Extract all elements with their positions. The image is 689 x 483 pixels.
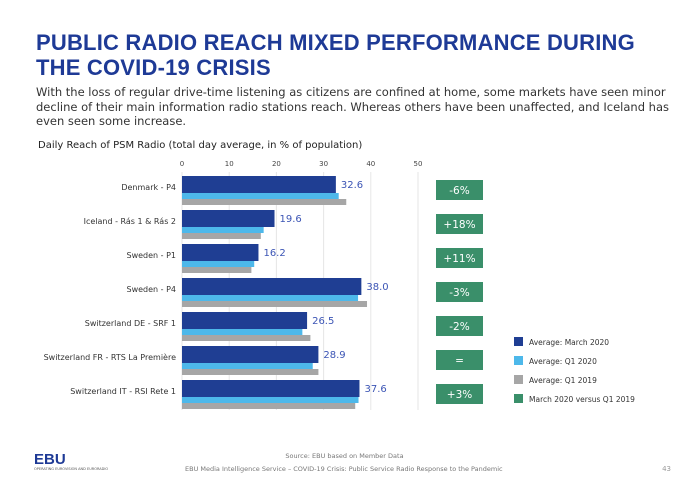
- logo-word: EBU: [34, 451, 66, 468]
- data-label: 28.9: [323, 350, 345, 361]
- logo-tagline: OPERATING EUROVISION AND EURORADIO: [34, 467, 109, 471]
- change-badge-label: -3%: [449, 287, 469, 299]
- ebu-logo: EBU OPERATING EUROVISION AND EURORADIO: [34, 452, 108, 471]
- change-badge: [436, 350, 483, 370]
- x-tick-label: 10: [225, 160, 234, 168]
- bar-q1-2020: [182, 193, 339, 199]
- bar-q1-2019: [182, 403, 356, 409]
- change-badge-label: +18%: [443, 219, 475, 231]
- x-tick-label: 40: [366, 160, 375, 168]
- bar-march-2020: [182, 210, 275, 227]
- legend-label: Average: Q1 2020: [529, 357, 597, 366]
- bar-q1-2020: [182, 261, 255, 267]
- bar-q1-2019: [182, 335, 311, 341]
- footer-service: EBU Media Intelligence Service – COVID-1…: [185, 465, 503, 473]
- legend-label: Average: March 2020: [529, 338, 609, 347]
- bar-q1-2020: [182, 227, 264, 233]
- change-badge-label: -2%: [449, 321, 469, 333]
- category-label: Iceland - Rás 1 & Rás 2: [84, 217, 176, 226]
- bar-march-2020: [182, 176, 336, 193]
- intro-text: With the loss of regular drive-time list…: [36, 85, 669, 128]
- bar-march-2020: [182, 380, 360, 397]
- x-tick-label: 0: [180, 160, 184, 168]
- data-label: 38.0: [366, 282, 388, 293]
- change-badge-label: -6%: [449, 185, 469, 197]
- data-label: 32.6: [341, 180, 363, 191]
- change-badge: [436, 316, 483, 336]
- change-badge-label: +3%: [447, 389, 472, 401]
- change-badge: [436, 282, 483, 302]
- bar-march-2020: [182, 346, 319, 363]
- bar-q1-2020: [182, 295, 359, 301]
- x-tick-label: 50: [414, 160, 423, 168]
- category-label: Sweden - P4: [127, 285, 177, 294]
- bar-q1-2020: [182, 397, 359, 403]
- bar-q1-2019: [182, 267, 252, 273]
- legend-label: Average: Q1 2019: [529, 376, 597, 385]
- bar-q1-2019: [182, 199, 347, 205]
- bar-q1-2020: [182, 363, 313, 369]
- change-badge: [436, 384, 483, 404]
- change-badge: [436, 214, 483, 234]
- category-label: Sweden - P1: [127, 251, 177, 260]
- category-label: Switzerland FR - RTS La Première: [44, 352, 176, 362]
- x-tick-label: 30: [319, 160, 328, 168]
- bar-march-2020: [182, 312, 308, 329]
- bar-q1-2019: [182, 233, 261, 239]
- category-label: Switzerland DE - SRF 1: [85, 319, 176, 328]
- change-badge: [436, 180, 483, 200]
- page-title: PUBLIC RADIO REACH MIXED PERFORMANCE DUR…: [36, 30, 635, 80]
- data-label: 19.6: [280, 214, 302, 225]
- change-badge-label: =: [455, 355, 464, 367]
- legend-swatch: [514, 337, 523, 346]
- source-note: Source: EBU based on Member Data: [285, 452, 404, 460]
- legend-swatch: [514, 356, 523, 365]
- category-label: Denmark - P4: [121, 183, 176, 192]
- chart-title: Daily Reach of PSM Radio (total day aver…: [38, 140, 363, 151]
- bar-march-2020: [182, 278, 362, 295]
- bar-q1-2019: [182, 369, 319, 375]
- data-label: 26.5: [312, 316, 334, 327]
- page-number: 43: [662, 465, 671, 473]
- legend-swatch: [514, 394, 523, 403]
- x-tick-label: 20: [272, 160, 281, 168]
- change-badge: [436, 248, 483, 268]
- category-label: Switzerland IT - RSI Rete 1: [70, 387, 176, 396]
- data-label: 37.6: [364, 384, 386, 395]
- data-label: 16.2: [263, 248, 285, 259]
- legend-label: March 2020 versus Q1 2019: [529, 395, 635, 404]
- bar-march-2020: [182, 244, 259, 261]
- legend-swatch: [514, 375, 523, 384]
- bar-q1-2019: [182, 301, 368, 307]
- change-badge-label: +11%: [443, 253, 475, 265]
- bar-q1-2020: [182, 329, 303, 335]
